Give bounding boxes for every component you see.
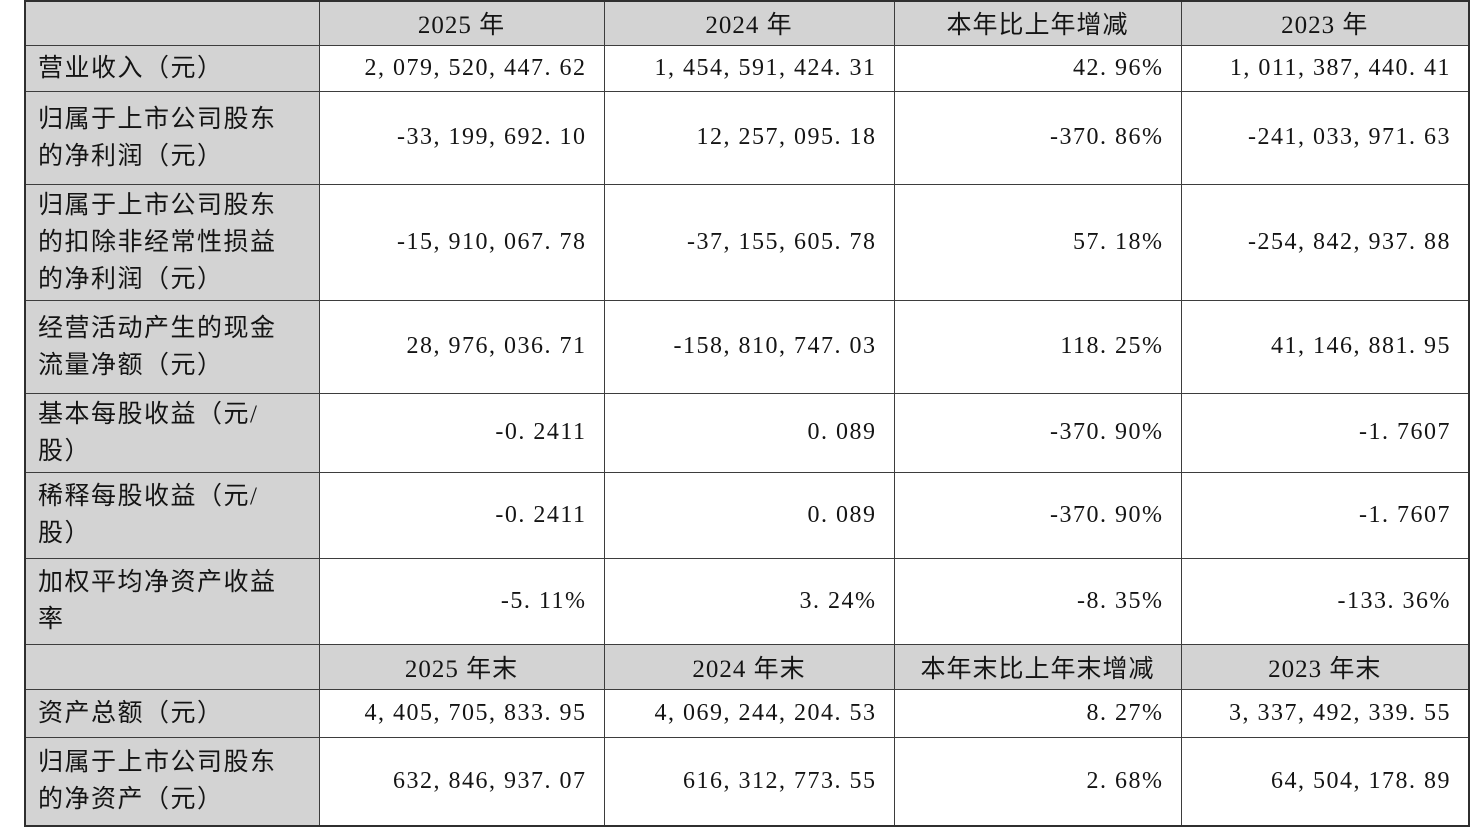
row-label-basic-eps: 基本每股收益（元/ 股） (24, 392, 320, 473)
row-label-net-profit-excl-nonrecurring: 归属于上市公司股东 的扣除非经常性损益 的净利润（元） (24, 183, 320, 301)
cell-basic-eps-2023: -1. 7607 (1180, 392, 1470, 473)
period-end-header-row: 2025 年末 2024 年末 本年末比上年末增减 2023 年末 (24, 643, 1470, 690)
cell-cash-flow-2024: -158, 810, 747. 03 (603, 299, 895, 394)
cell-net-profit-excl-2025: -15, 910, 067. 78 (318, 183, 605, 301)
cell-total-assets-2024: 4, 069, 244, 204. 53 (603, 688, 895, 738)
table-row-diluted-eps: 稀释每股收益（元/ 股） -0. 2411 0. 089 -370. 90% -… (24, 471, 1470, 559)
cell-total-assets-change: 8. 27% (893, 688, 1182, 738)
cell-revenue-2024: 1, 454, 591, 424. 31 (603, 44, 895, 92)
cell-net-profit-excl-2024: -37, 155, 605. 78 (603, 183, 895, 301)
cell-basic-eps-2025: -0. 2411 (318, 392, 605, 473)
column-header-2025: 2025 年 (318, 0, 605, 46)
table-row-net-profit: 归属于上市公司股东 的净利润（元） -33, 199, 692. 10 12, … (24, 90, 1470, 185)
cell-net-profit-excl-2023: -254, 842, 937. 88 (1180, 183, 1470, 301)
table-row-total-assets: 资产总额（元） 4, 405, 705, 833. 95 4, 069, 244… (24, 688, 1470, 738)
table-row-basic-eps: 基本每股收益（元/ 股） -0. 2411 0. 089 -370. 90% -… (24, 392, 1470, 473)
row-label-total-assets: 资产总额（元） (24, 688, 320, 738)
row-label-net-profit: 归属于上市公司股东 的净利润（元） (24, 90, 320, 185)
cell-basic-eps-2024: 0. 089 (603, 392, 895, 473)
cell-net-assets-2023: 64, 504, 178. 89 (1180, 736, 1470, 827)
corner-cell-blank-2 (24, 643, 320, 690)
cell-net-assets-2025: 632, 846, 937. 07 (318, 736, 605, 827)
cell-net-assets-change: 2. 68% (893, 736, 1182, 827)
cell-roe-2025: -5. 11% (318, 557, 605, 645)
cell-diluted-eps-2025: -0. 2411 (318, 471, 605, 559)
row-label-diluted-eps: 稀释每股收益（元/ 股） (24, 471, 320, 559)
cell-cash-flow-2025: 28, 976, 036. 71 (318, 299, 605, 394)
cell-basic-eps-change: -370. 90% (893, 392, 1182, 473)
cell-net-assets-2024: 616, 312, 773. 55 (603, 736, 895, 827)
financial-summary-table: 2025 年 2024 年 本年比上年增减 2023 年 营业收入（元） 2, … (24, 0, 1470, 827)
cell-total-assets-2023: 3, 337, 492, 339. 55 (1180, 688, 1470, 738)
table-row-operating-cash-flow: 经营活动产生的现金 流量净额（元） 28, 976, 036. 71 -158,… (24, 299, 1470, 394)
cell-revenue-change: 42. 96% (893, 44, 1182, 92)
cell-net-profit-2024: 12, 257, 095. 18 (603, 90, 895, 185)
cell-total-assets-2025: 4, 405, 705, 833. 95 (318, 688, 605, 738)
row-label-net-assets: 归属于上市公司股东 的净资产（元） (24, 736, 320, 827)
cell-revenue-2025: 2, 079, 520, 447. 62 (318, 44, 605, 92)
cell-roe-2023: -133. 36% (1180, 557, 1470, 645)
cell-diluted-eps-2024: 0. 089 (603, 471, 895, 559)
period-header-row: 2025 年 2024 年 本年比上年增减 2023 年 (24, 0, 1470, 46)
table-row-weighted-avg-roe: 加权平均净资产收益 率 -5. 11% 3. 24% -8. 35% -133.… (24, 557, 1470, 645)
column-header-2023-end: 2023 年末 (1180, 643, 1470, 690)
cell-cash-flow-change: 118. 25% (893, 299, 1182, 394)
corner-cell-blank (24, 0, 320, 46)
column-header-2025-end: 2025 年末 (318, 643, 605, 690)
cell-net-profit-2025: -33, 199, 692. 10 (318, 90, 605, 185)
column-header-year-end-change: 本年末比上年末增减 (893, 643, 1182, 690)
table-row-revenue: 营业收入（元） 2, 079, 520, 447. 62 1, 454, 591… (24, 44, 1470, 92)
cell-revenue-2023: 1, 011, 387, 440. 41 (1180, 44, 1470, 92)
column-header-2023: 2023 年 (1180, 0, 1470, 46)
cell-net-profit-2023: -241, 033, 971. 63 (1180, 90, 1470, 185)
cell-net-profit-excl-change: 57. 18% (893, 183, 1182, 301)
column-header-2024-end: 2024 年末 (603, 643, 895, 690)
cell-cash-flow-2023: 41, 146, 881. 95 (1180, 299, 1470, 394)
table-row-net-assets: 归属于上市公司股东 的净资产（元） 632, 846, 937. 07 616,… (24, 736, 1470, 827)
table-row-net-profit-excl-nonrecurring: 归属于上市公司股东 的扣除非经常性损益 的净利润（元） -15, 910, 06… (24, 183, 1470, 301)
column-header-2024: 2024 年 (603, 0, 895, 46)
column-header-yoy-change: 本年比上年增减 (893, 0, 1182, 46)
row-label-operating-cash-flow: 经营活动产生的现金 流量净额（元） (24, 299, 320, 394)
cell-diluted-eps-change: -370. 90% (893, 471, 1182, 559)
cell-roe-2024: 3. 24% (603, 557, 895, 645)
cell-diluted-eps-2023: -1. 7607 (1180, 471, 1470, 559)
row-label-weighted-avg-roe: 加权平均净资产收益 率 (24, 557, 320, 645)
row-label-revenue: 营业收入（元） (24, 44, 320, 92)
cell-roe-change: -8. 35% (893, 557, 1182, 645)
cell-net-profit-change: -370. 86% (893, 90, 1182, 185)
